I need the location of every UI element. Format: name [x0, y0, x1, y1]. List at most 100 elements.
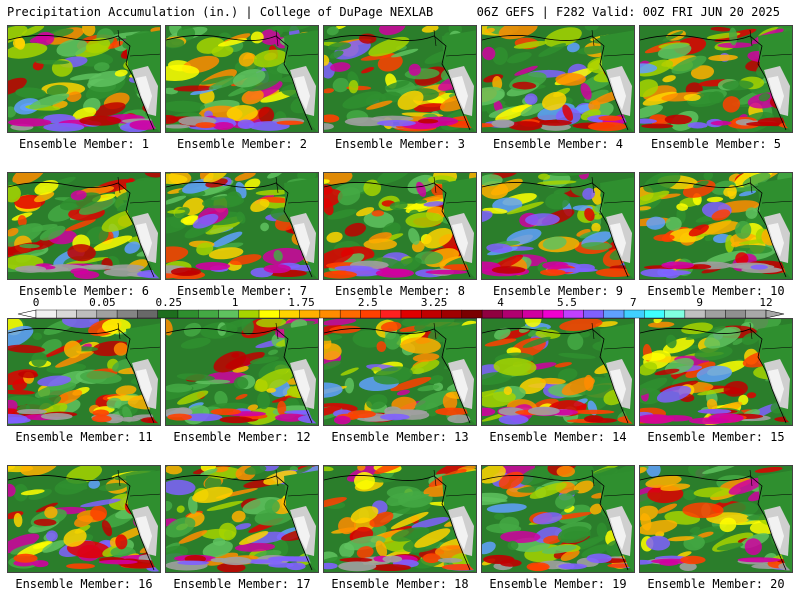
ensemble-panel	[481, 465, 635, 573]
panel-label: Ensemble Member: 13	[331, 430, 469, 444]
panel-label: Ensemble Member: 18	[331, 577, 469, 591]
colorbar-bin	[441, 309, 463, 319]
colorbar-bin	[319, 309, 341, 319]
panel-label: Ensemble Member: 17	[173, 577, 311, 591]
colorbar-bin	[623, 309, 645, 319]
colorbar-bin	[116, 309, 138, 319]
panel-label: Ensemble Member: 14	[489, 430, 627, 444]
colorbar-bin	[522, 309, 544, 319]
precip-map	[482, 26, 634, 132]
colorbar-bin	[258, 309, 280, 319]
colorbar-bin	[400, 309, 422, 319]
panel-label: Ensemble Member: 16	[15, 577, 153, 591]
ensemble-panel	[481, 172, 635, 280]
ensemble-panel	[639, 25, 793, 133]
ensemble-panel	[323, 465, 477, 573]
colorbar-bin	[198, 309, 219, 319]
colorbar-bin	[339, 309, 361, 319]
run-info: 06Z GEFS | F282 Valid: 00Z FRI JUN 20 20…	[476, 5, 780, 19]
colorbar-bin	[542, 309, 564, 319]
ensemble-panel	[481, 318, 635, 426]
panel-label: Ensemble Member: 10	[647, 284, 785, 298]
colorbar-bin	[279, 309, 300, 319]
colorbar-bin	[299, 309, 321, 319]
colorbar-tick-label: 4	[497, 296, 504, 309]
panel-label: Ensemble Member: 12	[173, 430, 311, 444]
colorbar-bin	[563, 309, 584, 319]
colorbar-bin	[583, 309, 604, 319]
ensemble-panel	[165, 318, 319, 426]
colorbar-bin	[603, 309, 625, 319]
precip-map	[166, 173, 318, 279]
precip-map	[324, 173, 476, 279]
ensemble-panel	[165, 25, 319, 133]
colorbar-bin	[137, 309, 158, 319]
precip-map	[166, 26, 318, 132]
panel-label: Ensemble Member: 8	[334, 284, 466, 298]
precip-map	[8, 173, 160, 279]
color-scale-bar	[17, 309, 785, 319]
ensemble-panel	[7, 172, 161, 280]
colorbar-bin	[218, 309, 239, 319]
colorbar-bin	[502, 309, 523, 319]
colorbar-bin	[421, 309, 442, 319]
precip-map	[8, 466, 160, 572]
colorbar-tick-label: 9	[696, 296, 703, 309]
colorbar-bin	[461, 309, 483, 319]
colorbar-tick-label: 5.5	[556, 296, 577, 309]
precip-map	[482, 173, 634, 279]
precip-map	[324, 466, 476, 572]
colorbar-bin	[664, 309, 686, 319]
precip-map	[324, 319, 476, 425]
colorbar-bin	[177, 309, 199, 319]
colorbar-tick-label: 0.25	[155, 296, 182, 309]
colorbar-bin	[76, 309, 98, 319]
colorbar-bin	[481, 309, 503, 319]
ensemble-panel	[165, 172, 319, 280]
ensemble-panel	[7, 25, 161, 133]
colorbar-tick-label: 0.05	[89, 296, 116, 309]
colorbar-tick-label: 3.25	[420, 296, 448, 309]
panel-label: Ensemble Member: 3	[334, 137, 466, 151]
ensemble-panel	[7, 465, 161, 573]
ensemble-panel	[7, 318, 161, 426]
precip-map	[324, 26, 476, 132]
precip-map	[166, 319, 318, 425]
colorbar-bin	[35, 309, 57, 319]
ensemble-panel	[323, 318, 477, 426]
precip-map	[640, 173, 792, 279]
precip-map	[482, 319, 634, 425]
panel-label: Ensemble Member: 20	[647, 577, 785, 591]
colorbar-bin	[238, 309, 260, 319]
colorbar-bin	[96, 309, 118, 319]
colorbar-tick-label: 0	[32, 296, 40, 309]
ensemble-panel	[639, 172, 793, 280]
panel-label: Ensemble Member: 15	[647, 430, 785, 444]
colorbar-right-arrow	[765, 309, 785, 319]
colorbar-left-arrow	[17, 309, 37, 319]
panel-label: Ensemble Member: 4	[492, 137, 624, 151]
colorbar-bin	[644, 309, 665, 319]
colorbar-bin	[704, 309, 726, 319]
ensemble-panel	[639, 465, 793, 573]
colorbar-tick-label: 2.5	[357, 296, 378, 309]
panel-label: Ensemble Member: 19	[489, 577, 627, 591]
colorbar-bin	[745, 309, 767, 319]
precip-map	[640, 26, 792, 132]
precip-map	[640, 319, 792, 425]
colorbar-bin	[56, 309, 77, 319]
chart-title: Precipitation Accumulation (in.) | Colle…	[7, 5, 434, 19]
colorbar-bin	[684, 309, 706, 319]
colorbar-bin	[725, 309, 746, 319]
ensemble-panel	[165, 465, 319, 573]
precip-map	[166, 466, 318, 572]
panel-label: Ensemble Member: 11	[15, 430, 153, 444]
ensemble-panel	[323, 25, 477, 133]
precip-map	[640, 466, 792, 572]
panel-label: Ensemble Member: 9	[492, 284, 624, 298]
ensemble-panel	[481, 25, 635, 133]
panel-label: Ensemble Member: 6	[18, 284, 150, 298]
ensemble-panel	[639, 318, 793, 426]
precip-map	[8, 319, 160, 425]
colorbar-bin	[360, 309, 381, 319]
